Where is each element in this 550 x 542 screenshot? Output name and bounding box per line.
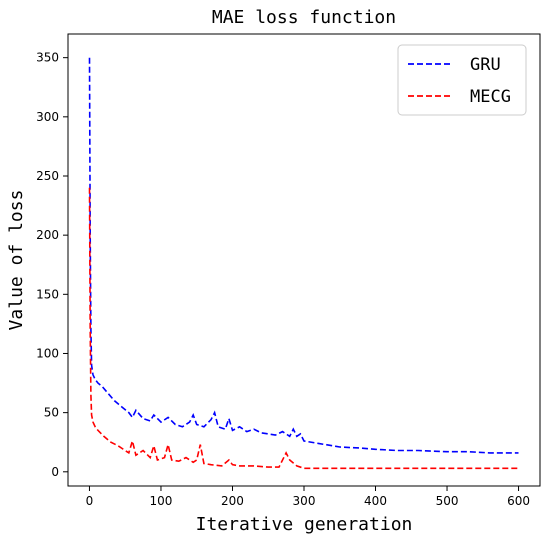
x-tick-label: 600 bbox=[507, 494, 530, 508]
y-tick-label: 350 bbox=[36, 51, 59, 65]
legend-label-mecg: MECG bbox=[470, 87, 511, 107]
x-axis-title: Iterative generation bbox=[196, 514, 413, 535]
series-line-mecg bbox=[88, 187, 519, 470]
y-axis-title: Value of loss bbox=[6, 190, 27, 331]
series-layer bbox=[88, 57, 519, 470]
y-tick-label: 100 bbox=[36, 346, 59, 360]
legend: GRU MECG bbox=[397, 44, 527, 116]
x-tick-label: 400 bbox=[364, 494, 387, 508]
x-tick-label: 100 bbox=[150, 494, 173, 508]
x-tick-label: 0 bbox=[86, 494, 94, 508]
chart-title: MAE loss function bbox=[212, 7, 396, 28]
y-tick-label: 50 bbox=[44, 406, 59, 420]
legend-label-gru: GRU bbox=[470, 55, 501, 75]
x-tick-label: 200 bbox=[221, 494, 244, 508]
y-tick-label: 250 bbox=[36, 169, 59, 183]
y-axis: 0 50 100 150 200 250 300 350 bbox=[36, 51, 68, 479]
y-tick-label: 0 bbox=[51, 465, 59, 479]
y-tick-label: 150 bbox=[36, 287, 59, 301]
x-tick-label: 300 bbox=[293, 494, 316, 508]
y-tick-label: 200 bbox=[36, 228, 59, 242]
x-tick-label: 500 bbox=[436, 494, 459, 508]
x-axis: 0 100 200 300 400 500 600 bbox=[86, 486, 530, 508]
series-line-gru bbox=[88, 57, 519, 454]
legend-box bbox=[397, 44, 527, 116]
y-tick-label: 300 bbox=[36, 110, 59, 124]
